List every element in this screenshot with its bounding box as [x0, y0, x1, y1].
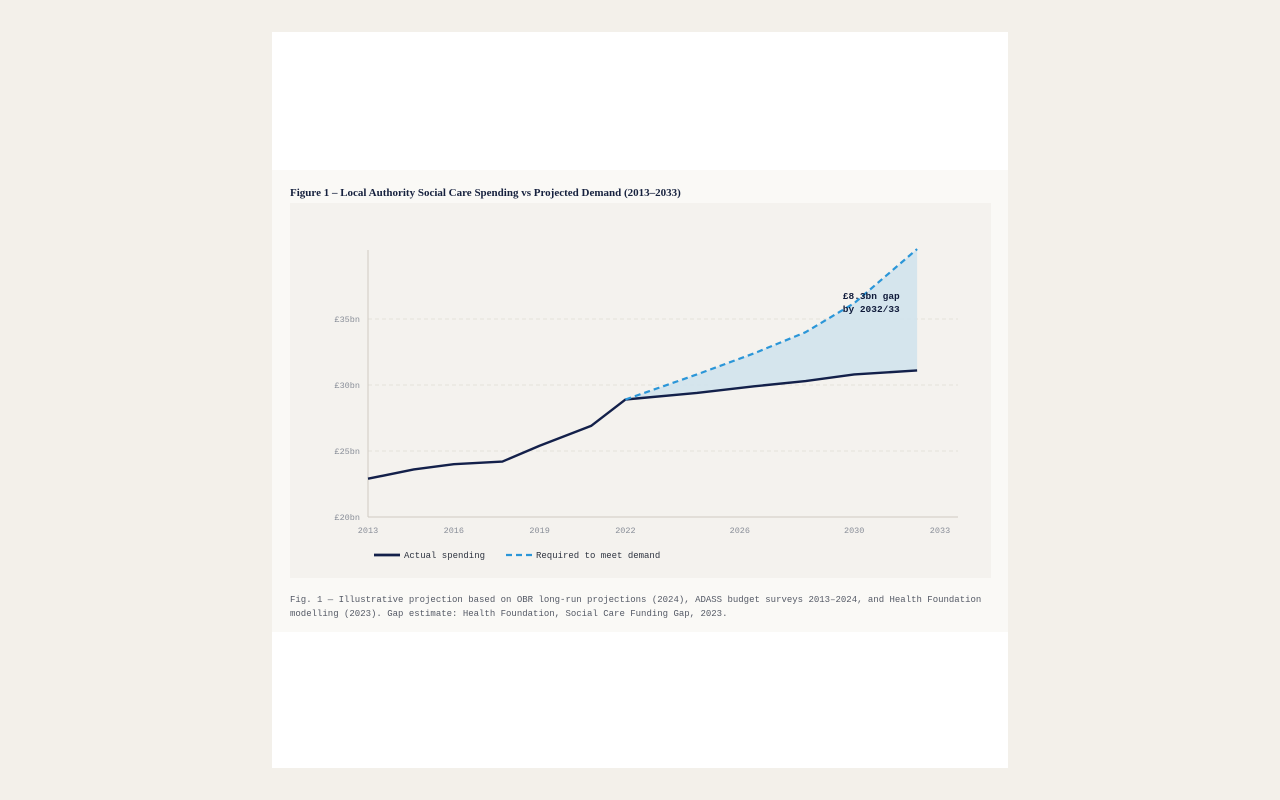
gap-area	[625, 249, 918, 400]
y-tick-label: £20bn	[334, 513, 360, 523]
y-tick-label: £30bn	[334, 381, 360, 391]
series-line-actual-spending	[367, 369, 918, 480]
figure-title: Figure 1 – Local Authority Social Care S…	[290, 187, 681, 199]
x-tick-label: 2022	[615, 526, 635, 536]
x-tick-label: 2013	[358, 526, 378, 536]
figure-block: Figure 1 – Local Authority Social Care S…	[272, 170, 1008, 632]
report-page: Figure 1 – Local Authority Social Care S…	[272, 32, 1008, 768]
x-tick-label: 2019	[529, 526, 549, 536]
legend-label-demand: Required to meet demand	[536, 551, 660, 561]
plot-panel: £20bn £25bn £30bn £35bn 2013 2016 2019 2022 2026…	[290, 203, 991, 578]
gap-annotation-text: by 2032/33	[843, 304, 900, 315]
y-tick-label: £35bn	[334, 315, 360, 325]
gap-annotation-text: £8.3bn gap	[843, 291, 900, 302]
line-chart: £20bn £25bn £30bn £35bn 2013 2016 2019 2022 2026…	[334, 248, 958, 561]
x-tick-label: 2030	[844, 526, 864, 536]
y-tick-label: £25bn	[334, 447, 360, 457]
legend-label-actual: Actual spending	[404, 551, 485, 561]
figure-caption: Fig. 1 — Illustrative projection based o…	[290, 595, 982, 619]
series-line-required-demand	[625, 248, 918, 401]
x-tick-label: 2033	[930, 526, 950, 536]
x-tick-label: 2016	[444, 526, 464, 536]
x-tick-label: 2026	[730, 526, 750, 536]
